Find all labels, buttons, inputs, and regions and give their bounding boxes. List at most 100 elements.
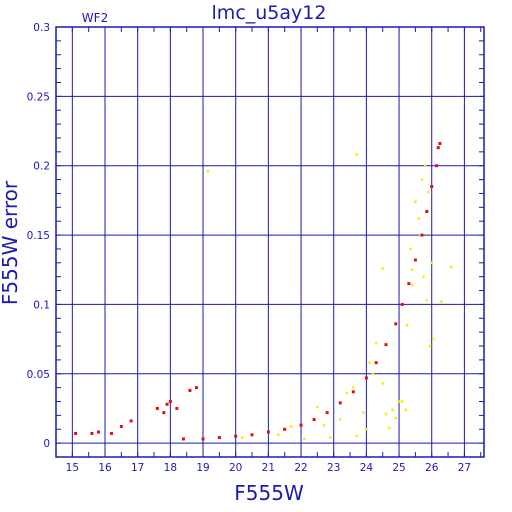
plot-frame [55, 26, 485, 458]
x-tick-labels: 15 16 17 18 19 20 21 22 23 24 25 26 27 [66, 462, 471, 474]
data-point-red [175, 406, 179, 410]
data-point-red [312, 418, 316, 422]
data-point-yellow [368, 361, 371, 364]
data-point-yellow [440, 300, 443, 303]
data-point-yellow [355, 434, 358, 438]
data-point-red [90, 431, 94, 435]
x-tick-label: 26 [425, 462, 439, 474]
x-tick-label: 22 [294, 462, 307, 474]
data-point-yellow [391, 408, 394, 412]
y-axis-label: F555W error [0, 180, 22, 305]
data-point-yellow [352, 386, 355, 389]
x-tick-label: 24 [360, 462, 374, 474]
grid-lines [55, 26, 484, 457]
data-point-red [283, 427, 287, 431]
data-point-yellow [355, 153, 358, 156]
x-tick-label: 23 [327, 462, 340, 474]
data-point-yellow [401, 400, 404, 403]
data-point-yellow [329, 436, 332, 439]
data-point-yellow [432, 337, 435, 341]
data-point-yellow [276, 433, 280, 437]
data-point-red [155, 406, 159, 410]
data-point-yellow [338, 418, 342, 421]
x-tick-label: 25 [392, 462, 405, 474]
data-point-red [413, 258, 417, 262]
data-point-yellow [388, 426, 391, 430]
data-point-red [338, 401, 342, 405]
data-point-red [436, 146, 440, 150]
y-tick-label: 0.15 [27, 230, 50, 242]
data-point-yellow [430, 261, 433, 265]
data-point-yellow [371, 372, 375, 376]
y-tick-label: 0.1 [33, 299, 50, 311]
data-point-red [74, 431, 78, 435]
y-tick-label: 0.3 [33, 22, 50, 34]
data-point-yellow [381, 267, 384, 270]
x-tick-label: 18 [164, 462, 177, 474]
data-point-yellow [417, 217, 420, 220]
y-tick-label: 0 [43, 438, 50, 450]
data-point-red [438, 142, 442, 146]
data-point-yellow [428, 344, 432, 348]
x-tick-label: 20 [229, 462, 242, 474]
x-tick-label: 16 [98, 462, 112, 474]
x-tick-label: 17 [131, 462, 144, 474]
data-point-yellow [345, 391, 349, 395]
chart-title: lmc_u5ay12 [212, 2, 327, 24]
data-point-red [407, 282, 411, 286]
data-point-yellow [394, 416, 398, 420]
data-point-yellow [404, 408, 407, 412]
data-point-red [435, 164, 439, 168]
x-tick-label: 15 [66, 462, 79, 474]
x-tick-label: 19 [196, 462, 209, 474]
data-point-yellow [410, 268, 414, 271]
data-point-yellow [384, 412, 388, 416]
data-point-yellow [322, 423, 326, 427]
chip-label: WF2 [82, 11, 108, 25]
data-point-yellow [420, 178, 424, 181]
data-point-red [110, 431, 114, 435]
data-point-red [119, 424, 123, 428]
data-point-yellow [405, 323, 409, 327]
data-point-red [425, 209, 429, 213]
data-point-yellow [425, 299, 429, 302]
x-tick-label: 21 [262, 462, 275, 474]
data-point-red [325, 411, 329, 415]
data-point-red [96, 430, 100, 434]
data-point-red [400, 302, 404, 306]
data-point-yellow [316, 405, 319, 409]
data-point-red [165, 402, 169, 406]
y-tick-labels: 0 0.05 0.1 0.15 0.2 0.25 0.3 [27, 22, 50, 450]
data-point-yellow [414, 200, 417, 204]
data-point-yellow [423, 164, 427, 167]
y-tick-label: 0.2 [33, 161, 50, 173]
data-point-red [384, 343, 388, 347]
data-point-red [234, 434, 238, 438]
data-point-red [430, 185, 434, 189]
series-yellow-points [206, 153, 453, 441]
y-tick-label: 0.05 [27, 369, 50, 381]
data-point-yellow [381, 382, 384, 385]
data-point-red [181, 437, 185, 441]
y-tick-label: 0.25 [27, 91, 50, 103]
data-point-red [351, 390, 355, 394]
data-point-red [374, 361, 378, 365]
data-point-yellow [427, 190, 430, 194]
data-point-yellow [240, 436, 244, 439]
data-point-yellow [450, 265, 453, 269]
data-point-red [364, 376, 368, 380]
data-point-yellow [410, 283, 414, 287]
data-point-yellow [422, 275, 425, 278]
data-point-yellow [303, 437, 306, 441]
data-point-red [394, 322, 398, 326]
data-point-yellow [409, 247, 412, 251]
data-point-red [299, 423, 303, 427]
data-point-red [266, 430, 270, 434]
x-tick-label: 27 [458, 462, 471, 474]
data-point-red [188, 388, 192, 392]
data-point-red [162, 411, 166, 415]
data-point-yellow [397, 400, 401, 403]
data-point-red [201, 437, 205, 441]
data-point-red [129, 419, 133, 423]
